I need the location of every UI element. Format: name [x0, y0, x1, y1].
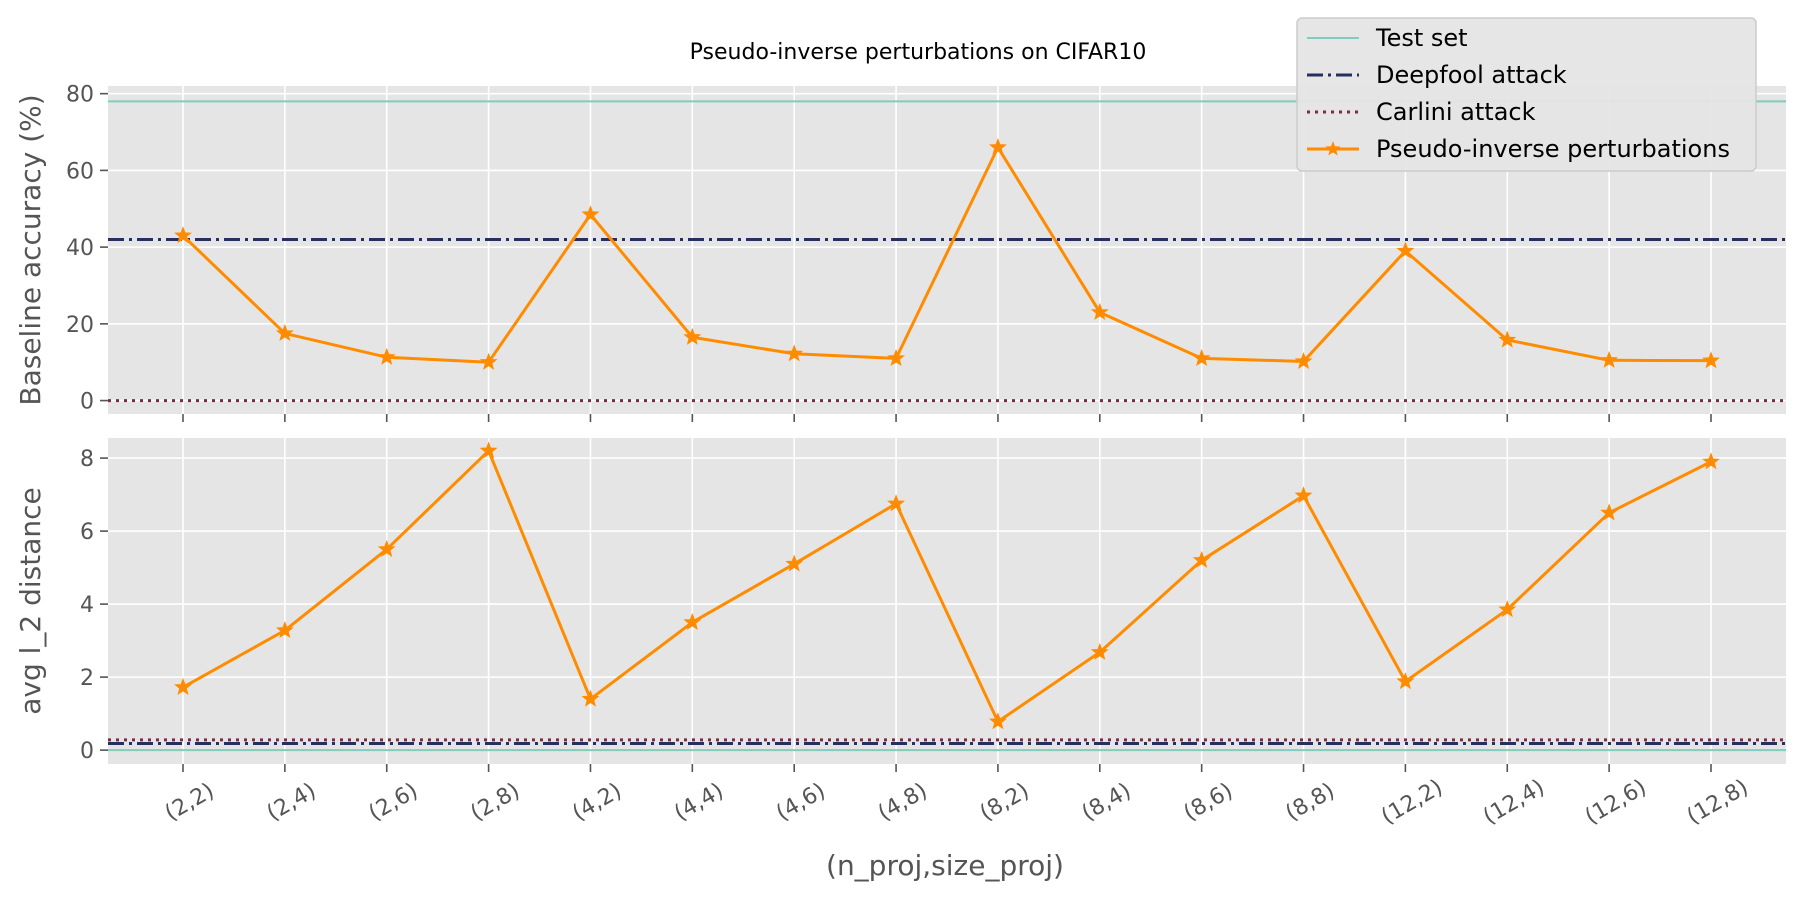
- data-point: [1294, 352, 1313, 370]
- data-point: [1396, 241, 1415, 259]
- distance-panel: 0 2 4 6 8 avg l_2 distance: [14, 438, 1786, 772]
- x-axis: (2,2) (2,4) (2,6) (2,8) (4,2) (4,4) (4,6) (4,8)…: [161, 775, 1753, 830]
- x-tick-label: (4,2): [568, 779, 626, 827]
- x-tick-label: (8,8): [1281, 779, 1339, 827]
- legend-box: [1296, 17, 1757, 172]
- x-tick-label: (4,8): [874, 779, 932, 827]
- data-point: [1294, 486, 1313, 504]
- data-point: [1396, 672, 1415, 690]
- data-point: [1702, 351, 1720, 369]
- data-point: [785, 344, 804, 362]
- chart-title: Pseudo-inverse perturbations on CIFAR10: [690, 40, 1147, 65]
- x-tick-label: (12,2): [1377, 775, 1447, 830]
- data-point: [174, 226, 192, 244]
- data-point: [479, 352, 498, 370]
- data-point: [1090, 302, 1109, 320]
- data-point: [1192, 348, 1211, 366]
- x-tick-label: (2,8): [467, 779, 525, 827]
- legend: Test set Deepfool attack Carlini attack Pse…: [1296, 17, 1757, 172]
- data-point: [1600, 503, 1619, 521]
- y-tick-label: 6: [80, 520, 94, 545]
- data-point: [174, 677, 192, 695]
- x-tick-label: (4,4): [670, 779, 728, 827]
- legend-label: Pseudo-inverse perturbations: [1376, 135, 1730, 163]
- y-tick-label: 20: [66, 313, 94, 338]
- y-tick-label: 8: [80, 447, 94, 472]
- data-point: [581, 205, 600, 223]
- y-tick-label: 0: [80, 739, 94, 764]
- legend-label: Carlini attack: [1376, 98, 1536, 126]
- data-point: [275, 620, 294, 638]
- legend-label: Deepfool attack: [1376, 61, 1567, 89]
- x-axis-label: (n_proj,size_proj): [826, 849, 1064, 882]
- y-tick-label: 60: [66, 159, 94, 184]
- series-line: [182, 449, 1712, 724]
- y-tick-label: 2: [80, 666, 94, 691]
- x-tick-label: (8,6): [1180, 779, 1238, 827]
- data-point: [1702, 452, 1720, 470]
- data-point: [1090, 642, 1109, 660]
- data-point: [988, 712, 1007, 730]
- plot-area: [108, 438, 1786, 764]
- data-point: [581, 689, 600, 707]
- data-point: [988, 137, 1007, 155]
- data-point: [1498, 600, 1517, 618]
- y-tick-label: 40: [66, 236, 94, 261]
- data-point: [887, 494, 906, 512]
- x-tick-label: (4,6): [772, 779, 830, 827]
- x-tick-label: (12,8): [1683, 775, 1753, 830]
- data-point: [275, 324, 294, 342]
- x-tick-label: (2,2): [161, 779, 219, 827]
- x-tick-label: (2,6): [365, 779, 423, 827]
- x-tick-label: (8,4): [1078, 779, 1136, 827]
- data-point: [479, 441, 498, 459]
- legend-marker: [1325, 141, 1341, 156]
- y-tick-label: 4: [80, 593, 94, 618]
- data-point: [683, 327, 702, 345]
- data-point: [785, 554, 804, 572]
- series-line: [181, 145, 1712, 364]
- x-tick-label: (12,6): [1581, 775, 1651, 830]
- x-tick-label: (12,4): [1479, 775, 1549, 830]
- data-point: [1192, 550, 1211, 568]
- x-tick-label: (2,4): [263, 779, 321, 827]
- data-point: [377, 539, 396, 557]
- data-point: [1498, 330, 1517, 348]
- data-point: [377, 347, 396, 365]
- legend-label: Test set: [1375, 24, 1468, 52]
- x-tick-label: (8,2): [976, 779, 1034, 827]
- data-point: [683, 612, 702, 630]
- y-axis-label: avg l_2 distance: [14, 487, 47, 715]
- data-point: [887, 348, 906, 366]
- y-axis-label: Baseline accuracy (%): [14, 94, 47, 405]
- y-tick-label: 0: [80, 390, 94, 415]
- data-point: [1600, 350, 1619, 368]
- y-tick-label: 80: [66, 83, 94, 108]
